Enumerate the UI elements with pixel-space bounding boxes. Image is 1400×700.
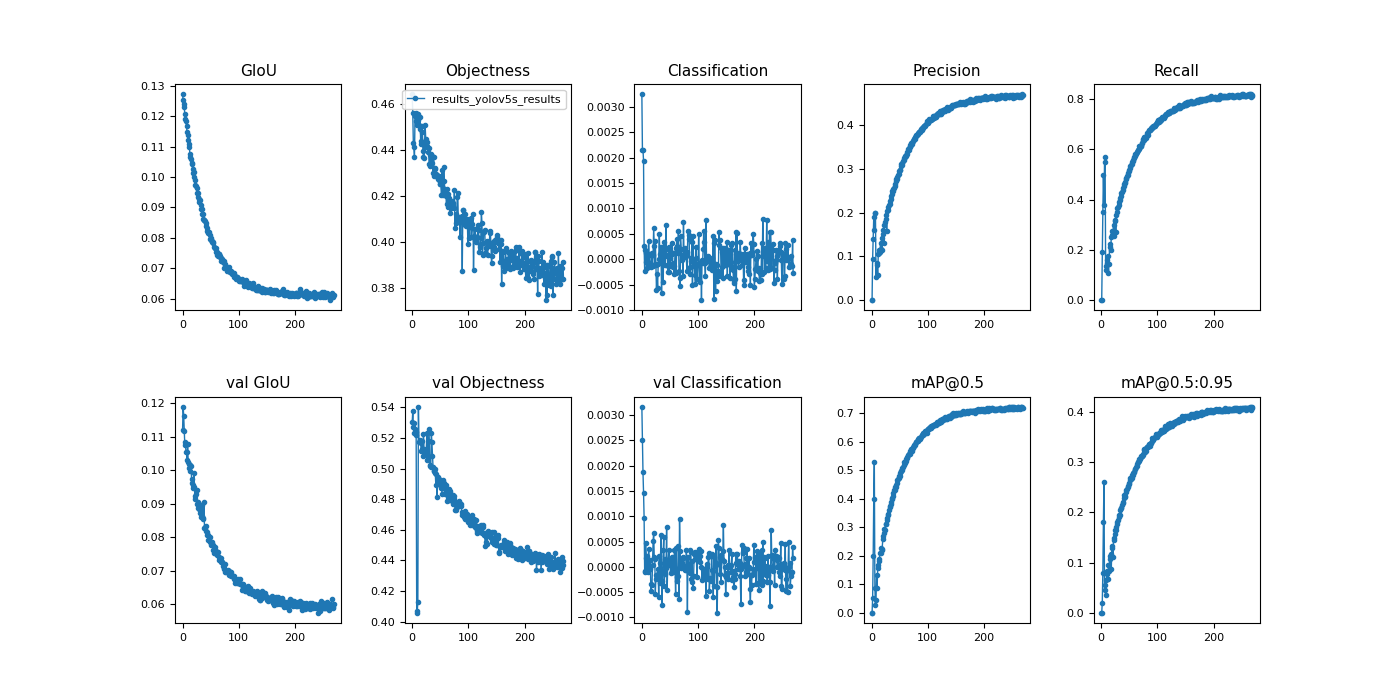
results_yolov5s_results (409, 116, 426, 125)
results_yolov5s_results (1099, 259, 1116, 267)
Title: mAP@0.5: mAP@0.5 (910, 376, 984, 391)
results_yolov5s_results (966, 97, 983, 105)
results_yolov5s_results (1015, 90, 1032, 99)
Title: val Classification: val Classification (654, 376, 781, 391)
results_yolov5s_results (785, 269, 802, 277)
Line: results_yolov5s_results: results_yolov5s_results (869, 92, 1025, 302)
results_yolov5s_results (903, 139, 920, 148)
Line: results_yolov5s_results: results_yolov5s_results (410, 92, 566, 302)
results_yolov5s_results (1133, 139, 1149, 148)
results_yolov5s_results (214, 258, 231, 267)
results_yolov5s_results (673, 251, 690, 259)
results_yolov5s_results (455, 218, 472, 227)
Line: results_yolov5s_results: results_yolov5s_results (640, 92, 795, 302)
Line: results_yolov5s_results: results_yolov5s_results (181, 92, 336, 302)
results_yolov5s_results (179, 136, 196, 144)
Title: val GIoU: val GIoU (225, 376, 290, 391)
Line: results_yolov5s_results: results_yolov5s_results (1099, 92, 1254, 302)
results_yolov5s_results (1245, 91, 1261, 99)
results_yolov5s_results (197, 219, 214, 228)
results_yolov5s_results (914, 123, 931, 132)
results_yolov5s_results (721, 260, 738, 268)
Title: val Objectness: val Objectness (431, 376, 545, 391)
results_yolov5s_results (1144, 122, 1161, 131)
Legend: results_yolov5s_results: results_yolov5s_results (402, 90, 566, 109)
Title: Recall: Recall (1154, 64, 1200, 78)
results_yolov5s_results (322, 296, 339, 304)
results_yolov5s_results (1116, 180, 1133, 188)
Title: mAP@0.5:0.95: mAP@0.5:0.95 (1120, 376, 1233, 391)
results_yolov5s_results (427, 164, 444, 173)
results_yolov5s_results (693, 296, 710, 304)
results_yolov5s_results (685, 258, 701, 266)
results_yolov5s_results (490, 245, 507, 253)
results_yolov5s_results (174, 90, 190, 99)
results_yolov5s_results (225, 272, 242, 281)
results_yolov5s_results (949, 100, 966, 108)
results_yolov5s_results (554, 275, 571, 284)
results_yolov5s_results (864, 296, 881, 304)
results_yolov5s_results (1179, 100, 1196, 108)
results_yolov5s_results (638, 253, 655, 262)
Title: Precision: Precision (913, 64, 981, 78)
results_yolov5s_results (1240, 90, 1257, 99)
results_yolov5s_results (260, 286, 277, 295)
results_yolov5s_results (886, 181, 903, 190)
results_yolov5s_results (633, 90, 650, 99)
results_yolov5s_results (1196, 95, 1212, 104)
results_yolov5s_results (869, 259, 886, 267)
results_yolov5s_results (738, 258, 755, 266)
results_yolov5s_results (325, 291, 342, 300)
results_yolov5s_results (444, 202, 461, 211)
Title: Objectness: Objectness (445, 64, 531, 78)
results_yolov5s_results (403, 90, 420, 99)
Title: Classification: Classification (666, 64, 769, 78)
results_yolov5s_results (1014, 90, 1030, 99)
results_yolov5s_results (1093, 296, 1110, 304)
results_yolov5s_results (538, 296, 554, 304)
results_yolov5s_results (277, 290, 294, 298)
results_yolov5s_results (657, 261, 673, 270)
Title: GIoU: GIoU (239, 64, 277, 78)
results_yolov5s_results (507, 243, 524, 251)
